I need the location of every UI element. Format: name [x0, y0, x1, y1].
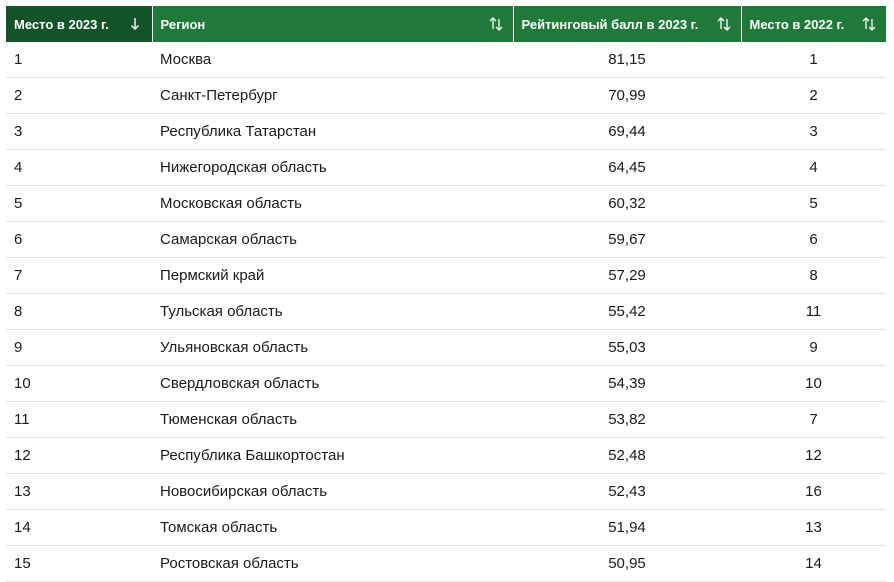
sort-updown-icon[interactable] — [487, 16, 505, 32]
cell-rank-2022: 9 — [741, 329, 886, 366]
cell-score-2023: 53,82 — [513, 401, 741, 438]
cell-region: Тюменская область — [152, 401, 513, 438]
table-row: 12 Республика Башкортостан 52,48 12 — [6, 437, 886, 474]
cell-score-2023: 81,15 — [513, 42, 741, 78]
cell-rank-2022: 8 — [741, 257, 886, 294]
cell-rank-2022: 13 — [741, 509, 886, 546]
table-row: 10 Свердловская область 54,39 10 — [6, 365, 886, 402]
column-header-label: Регион — [160, 16, 206, 32]
cell-rank-2023: 3 — [6, 113, 152, 150]
cell-rank-2022: 11 — [741, 293, 886, 330]
cell-score-2023: 52,43 — [513, 473, 741, 510]
cell-score-2023: 64,45 — [513, 149, 741, 186]
cell-rank-2022: 10 — [741, 365, 886, 402]
table-row: 2 Санкт-Петербург 70,99 2 — [6, 77, 886, 114]
column-header-rank-2022[interactable]: Место в 2022 г. — [741, 6, 886, 42]
column-header-score-2023[interactable]: Рейтинговый балл в 2023 г. — [513, 6, 742, 42]
table-row: 3 Республика Татарстан 69,44 3 — [6, 113, 886, 150]
cell-rank-2023: 12 — [6, 437, 152, 474]
table-row: 7 Пермский край 57,29 8 — [6, 257, 886, 294]
cell-rank-2022: 7 — [741, 401, 886, 438]
cell-rank-2022: 12 — [741, 437, 886, 474]
table-row: 11 Тюменская область 53,82 7 — [6, 401, 886, 438]
rating-table-container: Место в 2023 г. Регион — [6, 6, 886, 582]
cell-rank-2023: 8 — [6, 293, 152, 330]
cell-score-2023: 69,44 — [513, 113, 741, 150]
cell-rank-2022: 14 — [741, 545, 886, 582]
cell-rank-2022: 16 — [741, 473, 886, 510]
cell-rank-2023: 13 — [6, 473, 152, 510]
sort-updown-icon[interactable] — [860, 16, 878, 32]
cell-rank-2022: 2 — [741, 77, 886, 114]
cell-score-2023: 55,03 — [513, 329, 741, 366]
cell-score-2023: 60,32 — [513, 185, 741, 222]
table-row: 8 Тульская область 55,42 11 — [6, 293, 886, 330]
table-row: 14 Томская область 51,94 13 — [6, 509, 886, 546]
cell-rank-2022: 6 — [741, 221, 886, 258]
table-row: 5 Московская область 60,32 5 — [6, 185, 886, 222]
cell-rank-2023: 14 — [6, 509, 152, 546]
cell-rank-2022: 5 — [741, 185, 886, 222]
cell-region: Тульская область — [152, 293, 513, 330]
table-row: 4 Нижегородская область 64,45 4 — [6, 149, 886, 186]
cell-score-2023: 52,48 — [513, 437, 741, 474]
cell-region: Республика Татарстан — [152, 113, 513, 150]
table-row: 15 Ростовская область 50,95 14 — [6, 545, 886, 582]
cell-score-2023: 51,94 — [513, 509, 741, 546]
table-header-row: Место в 2023 г. Регион — [6, 6, 886, 42]
table-row: 6 Самарская область 59,67 6 — [6, 221, 886, 258]
cell-rank-2023: 10 — [6, 365, 152, 402]
cell-rank-2022: 4 — [741, 149, 886, 186]
cell-rank-2023: 11 — [6, 401, 152, 438]
cell-region: Самарская область — [152, 221, 513, 258]
cell-region: Ульяновская область — [152, 329, 513, 366]
cell-region: Новосибирская область — [152, 473, 513, 510]
cell-score-2023: 57,29 — [513, 257, 741, 294]
cell-rank-2022: 1 — [741, 42, 886, 78]
sort-updown-icon[interactable] — [715, 16, 733, 32]
cell-rank-2023: 7 — [6, 257, 152, 294]
cell-region: Московская область — [152, 185, 513, 222]
table-body: 1 Москва 81,15 1 2 Санкт-Петербург 70,99 2 3 Респ… — [6, 42, 886, 582]
column-header-label: Рейтинговый балл в 2023 г. — [521, 16, 699, 32]
table-row: 9 Ульяновская область 55,03 9 — [6, 329, 886, 366]
cell-score-2023: 50,95 — [513, 545, 741, 582]
cell-region: Нижегородская область — [152, 149, 513, 186]
cell-rank-2023: 2 — [6, 77, 152, 114]
arrow-down-icon[interactable] — [126, 16, 144, 32]
cell-region: Ростовская область — [152, 545, 513, 582]
column-header-label: Место в 2022 г. — [749, 16, 845, 32]
cell-rank-2022: 3 — [741, 113, 886, 150]
cell-rank-2023: 15 — [6, 545, 152, 582]
cell-score-2023: 55,42 — [513, 293, 741, 330]
cell-region: Санкт-Петербург — [152, 77, 513, 114]
cell-rank-2023: 6 — [6, 221, 152, 258]
cell-rank-2023: 1 — [6, 42, 152, 78]
column-header-region[interactable]: Регион — [152, 6, 514, 42]
cell-region: Пермский край — [152, 257, 513, 294]
column-header-rank-2023[interactable]: Место в 2023 г. — [6, 6, 153, 42]
cell-score-2023: 54,39 — [513, 365, 741, 402]
column-header-label: Место в 2023 г. — [14, 16, 109, 32]
cell-region: Томская область — [152, 509, 513, 546]
cell-region: Свердловская область — [152, 365, 513, 402]
table-row: 1 Москва 81,15 1 — [6, 42, 886, 78]
cell-region: Республика Башкортостан — [152, 437, 513, 474]
table-row: 13 Новосибирская область 52,43 16 — [6, 473, 886, 510]
cell-rank-2023: 9 — [6, 329, 152, 366]
cell-region: Москва — [152, 42, 513, 78]
cell-score-2023: 70,99 — [513, 77, 741, 114]
cell-rank-2023: 5 — [6, 185, 152, 222]
regions-rating-table: Место в 2023 г. Регион — [6, 6, 886, 582]
cell-score-2023: 59,67 — [513, 221, 741, 258]
cell-rank-2023: 4 — [6, 149, 152, 186]
